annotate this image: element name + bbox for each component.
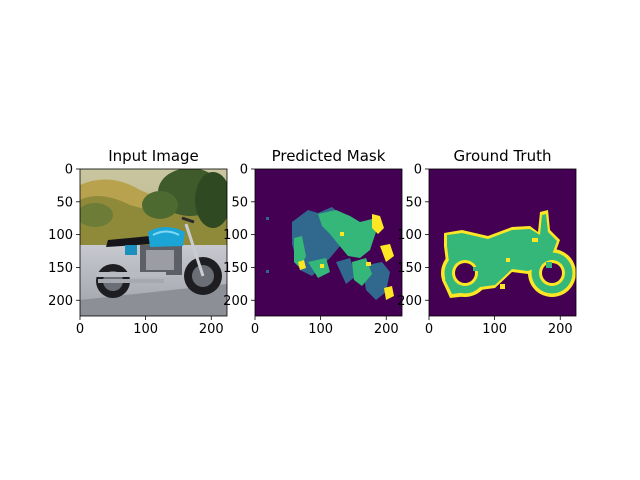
ground-truth-panel xyxy=(428,168,577,317)
y-tick-label: 150 xyxy=(223,261,248,276)
x-tick-label: 100 xyxy=(482,322,507,337)
gt-hub xyxy=(546,262,552,268)
gt-detail xyxy=(500,284,505,289)
ground-truth-image xyxy=(429,169,576,316)
y-tick-label: 0 xyxy=(414,163,422,178)
y-tick-label: 200 xyxy=(397,294,422,309)
y-tick-label: 0 xyxy=(240,163,248,178)
x-tick-label: 100 xyxy=(133,322,158,337)
y-tick-label: 50 xyxy=(405,195,422,210)
gt-hub xyxy=(473,267,479,271)
panel-title: Predicted Mask xyxy=(272,147,386,165)
mask-speck xyxy=(266,270,269,273)
gt-detail xyxy=(532,238,538,242)
y-tick-label: 200 xyxy=(48,294,73,309)
mask-region-class-2c xyxy=(308,258,330,278)
x-tick-label: 0 xyxy=(425,322,433,337)
mask-speck xyxy=(340,232,344,236)
x-tick-label: 0 xyxy=(251,322,259,337)
panel-title: Input Image xyxy=(108,147,199,165)
y-tick-label: 100 xyxy=(48,228,73,243)
y-tick-label: 150 xyxy=(48,261,73,276)
mask-speck xyxy=(266,217,269,220)
mask-region-class-2b xyxy=(294,236,306,268)
mask-region-class-3 xyxy=(372,214,384,234)
panel-titles: Input Image Predicted Mask Ground Truth xyxy=(108,147,551,165)
mask-speck xyxy=(366,262,371,266)
y-tick-label: 0 xyxy=(65,163,73,178)
gt-detail xyxy=(506,258,510,262)
panel-title: Ground Truth xyxy=(454,147,552,165)
mask-region-class-3c xyxy=(384,286,394,300)
x-tick-label: 0 xyxy=(76,322,84,337)
mask-region-class-2 xyxy=(318,210,376,258)
x-tick-label: 200 xyxy=(374,322,399,337)
mask-region-class-3d xyxy=(298,260,306,270)
input-image-panel xyxy=(79,168,228,317)
mask-speck xyxy=(320,264,324,268)
y-tick-label: 150 xyxy=(397,261,422,276)
mask-region-class-3b xyxy=(380,244,394,262)
predicted-mask-panel xyxy=(254,168,403,317)
gt-wheel-hole xyxy=(455,263,475,283)
y-tick-label: 100 xyxy=(223,228,248,243)
mask-region-class-1c xyxy=(336,258,356,284)
y-tick-label: 50 xyxy=(231,195,248,210)
input-image xyxy=(80,169,227,316)
x-tick-label: 200 xyxy=(199,322,224,337)
predicted-mask-image xyxy=(255,169,402,316)
y-tick-label: 50 xyxy=(56,195,73,210)
y-tick-label: 100 xyxy=(397,228,422,243)
x-tick-label: 200 xyxy=(548,322,573,337)
x-tick-label: 100 xyxy=(308,322,333,337)
y-tick-label: 200 xyxy=(223,294,248,309)
